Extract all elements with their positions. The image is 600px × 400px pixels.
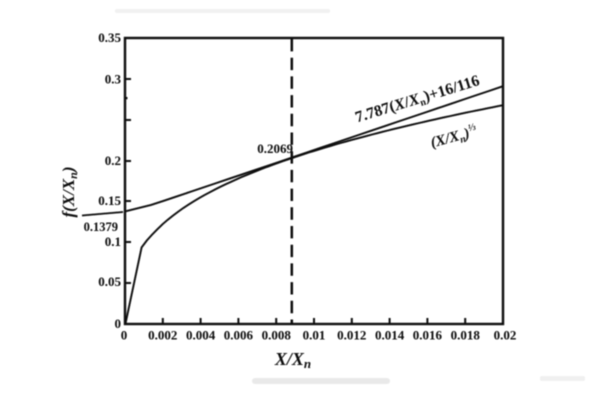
svg-text:0.016: 0.016 (413, 328, 443, 343)
svg-text:0.2069: 0.2069 (257, 141, 293, 156)
svg-text:0.004: 0.004 (186, 328, 216, 343)
svg-text:0.15: 0.15 (98, 193, 121, 208)
svg-text:0.02: 0.02 (494, 328, 517, 343)
svg-text:0.1: 0.1 (105, 234, 121, 249)
svg-text:0.35: 0.35 (98, 30, 121, 45)
svg-text:0.008: 0.008 (262, 328, 292, 343)
svg-text:0.1379: 0.1379 (84, 220, 118, 234)
svg-text:0: 0 (121, 328, 128, 343)
svg-text:0.006: 0.006 (224, 328, 254, 343)
svg-text:0.3: 0.3 (105, 72, 122, 87)
svg-text:0.018: 0.018 (451, 328, 481, 343)
svg-text:0.002: 0.002 (148, 328, 177, 343)
svg-text:0.014: 0.014 (375, 328, 405, 343)
svg-text:0.2: 0.2 (105, 153, 121, 168)
svg-text:f(X/Xn): f(X/Xn) (59, 166, 80, 217)
svg-text:0.012: 0.012 (337, 328, 366, 343)
svg-text:X/Xn: X/Xn (274, 349, 311, 371)
svg-text:0: 0 (115, 316, 122, 331)
svg-text:0.05: 0.05 (98, 274, 121, 289)
svg-text:0.01: 0.01 (303, 328, 326, 343)
